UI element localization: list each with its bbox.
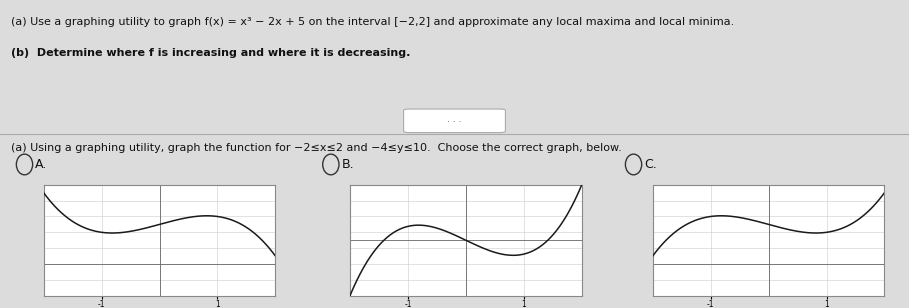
Text: (a) Using a graphing utility, graph the function for −2≤x≤2 and −4≤y≤10.  Choose: (a) Using a graphing utility, graph the … (11, 143, 622, 153)
Text: (a) Use a graphing utility to graph f(x) = x³ − 2x + 5 on the interval [−2,2] an: (a) Use a graphing utility to graph f(x)… (11, 17, 734, 27)
Text: (b)  Determine where f is increasing and where it is decreasing.: (b) Determine where f is increasing and … (11, 48, 410, 58)
Text: C.: C. (644, 158, 657, 171)
Text: A.: A. (35, 158, 47, 171)
Text: B.: B. (342, 158, 355, 171)
Text: . . .: . . . (447, 115, 462, 124)
FancyBboxPatch shape (404, 109, 505, 132)
